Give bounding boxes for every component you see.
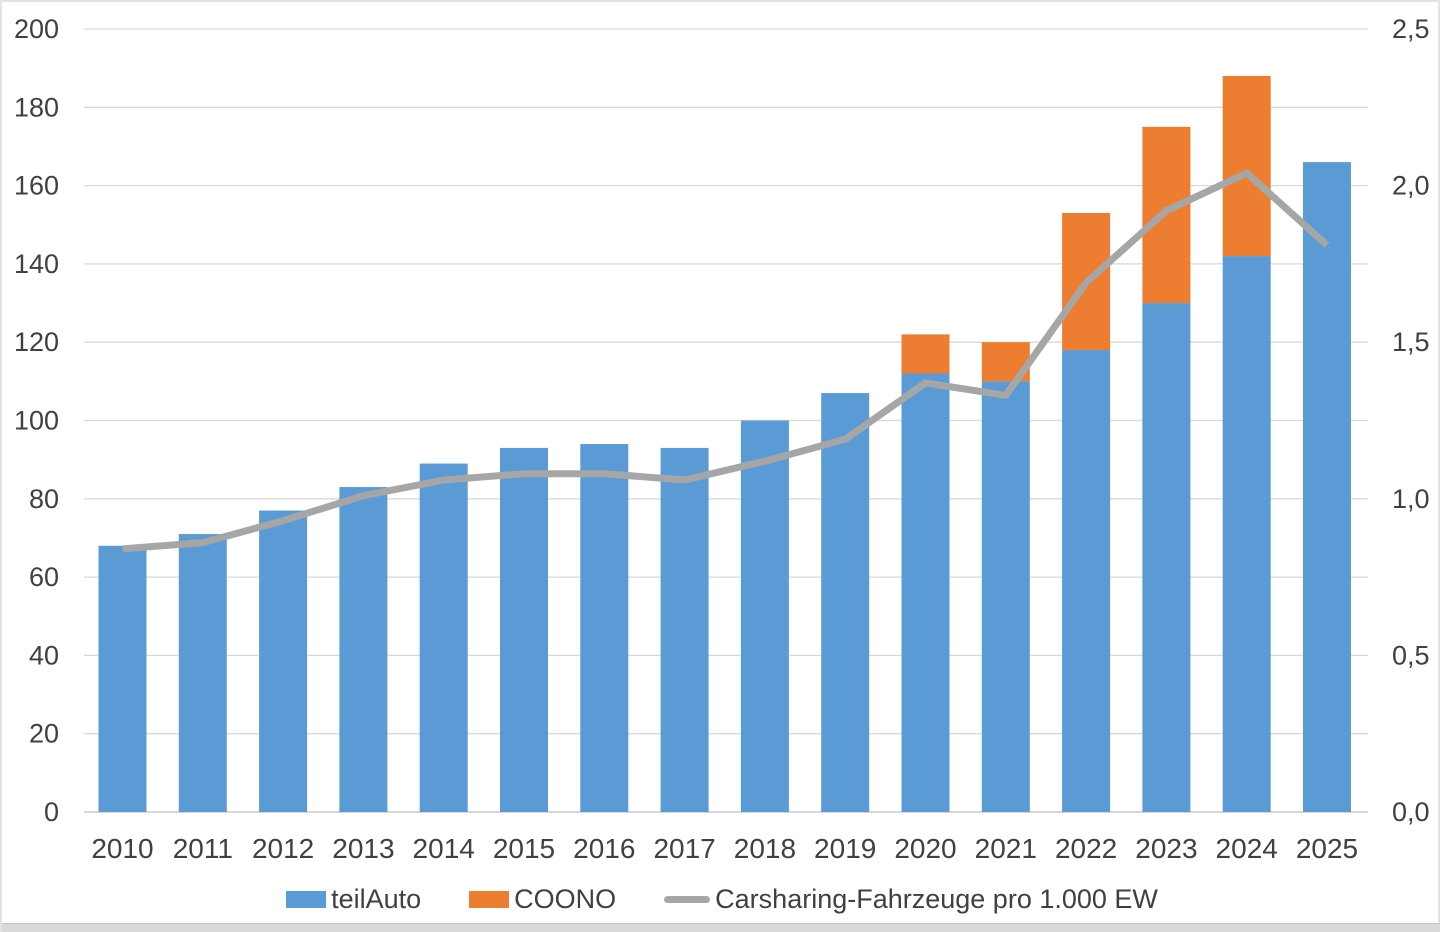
- left-axis-tick-label: 80: [29, 484, 59, 514]
- x-axis-year-label: 2016: [573, 833, 635, 864]
- x-axis-year-label: 2018: [734, 833, 796, 864]
- bar-teilauto: [259, 510, 308, 812]
- left-axis-tick-label: 180: [14, 92, 59, 122]
- left-axis-tick-label: 60: [29, 562, 59, 592]
- bar-teilauto: [339, 487, 388, 812]
- teilauto-series-swatch-icon: [286, 890, 327, 908]
- right-axis-tick-label: 0,5: [1392, 640, 1430, 670]
- x-axis-year-label: 2021: [975, 833, 1037, 864]
- x-axis-year-label: 2025: [1296, 833, 1358, 864]
- bar-teilauto: [660, 447, 709, 812]
- x-axis-year-label: 2013: [332, 833, 394, 864]
- left-axis-tick-label: 0: [44, 797, 59, 827]
- legend-label-carsharing-line: Carsharing-Fahrzeuge pro 1.000 EW: [715, 883, 1158, 914]
- bar-coono: [901, 334, 950, 374]
- bar-teilauto: [178, 534, 227, 812]
- bar-teilauto: [821, 393, 870, 812]
- chart-canvas: 0 20 40 60 80 100 120 140 160 180 200 0,0 0,5 1,0 1,5 2…: [14, 14, 1430, 864]
- x-axis-year-label: 2011: [173, 833, 233, 864]
- x-axis-year-label: 2010: [91, 833, 153, 864]
- right-axis-tick-label: 1,5: [1392, 327, 1430, 357]
- x-axis-year-label: 2023: [1135, 833, 1197, 864]
- bar-teilauto: [1142, 303, 1191, 812]
- bar-teilauto: [500, 447, 548, 812]
- bar-teilauto: [419, 463, 468, 812]
- x-axis-year-label: 2014: [413, 833, 475, 864]
- bar-teilauto: [981, 381, 1030, 812]
- right-axis-tick-label: 2,5: [1392, 14, 1430, 44]
- x-axis-year-label: 2022: [1055, 833, 1117, 864]
- legend-item-teilauto: teilAuto: [286, 884, 421, 915]
- left-axis-tick-label: 160: [14, 171, 59, 201]
- bar-teilauto: [1303, 162, 1351, 813]
- left-axis-tick-label: 20: [29, 719, 59, 749]
- legend-label-teilauto: teilAuto: [331, 883, 422, 914]
- bar-teilauto: [740, 420, 789, 812]
- x-axis-year-label: 2020: [894, 833, 956, 864]
- coono-series-swatch-icon: [469, 890, 510, 908]
- right-axis-tick-label: 0,0: [1392, 797, 1430, 827]
- left-axis-tick-label: 200: [14, 14, 59, 44]
- right-axis-tick-label: 1,0: [1392, 484, 1430, 514]
- left-axis-tick-label: 40: [29, 640, 59, 670]
- legend-item-carsharing-line: Carsharing-Fahrzeuge pro 1.000 EW: [664, 884, 1158, 915]
- left-axis-tick-label: 140: [14, 249, 59, 279]
- legend-label-coono: COONO: [514, 883, 617, 914]
- chart-legend: teilAuto COONO Carsharing-Fahrzeuge pro …: [2, 878, 1440, 920]
- right-axis-tick-label: 2,0: [1392, 171, 1430, 201]
- carsharing-line: [122, 169, 1330, 553]
- bar-teilauto: [580, 443, 629, 812]
- bar-teilauto: [901, 373, 950, 812]
- x-axis-year-label: 2015: [493, 833, 555, 864]
- bottom-scroll-strip: [2, 923, 1440, 932]
- bar-teilauto: [1062, 350, 1111, 812]
- bar-teilauto: [1222, 256, 1271, 812]
- chart-plot-area: 0 20 40 60 80 100 120 140 160 180 200 0,0 0,5 1,0 1,5 2…: [2, 2, 1440, 872]
- x-axis-year-label: 2019: [814, 833, 876, 864]
- line-series-swatch-icon: [664, 895, 711, 903]
- bar-teilauto: [98, 545, 147, 812]
- bar-coono: [1222, 75, 1271, 257]
- legend-item-coono: COONO: [469, 884, 616, 915]
- left-axis-tick-label: 120: [14, 327, 59, 357]
- x-axis-year-label: 2012: [252, 833, 314, 864]
- x-axis-year-label: 2024: [1216, 833, 1278, 864]
- left-axis-tick-label: 100: [14, 406, 59, 436]
- x-axis-year-label: 2017: [653, 833, 715, 864]
